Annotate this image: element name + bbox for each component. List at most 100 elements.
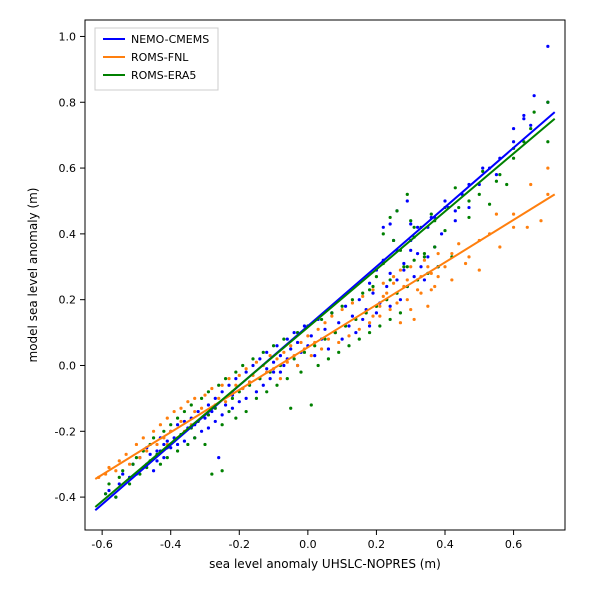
scatter-point (457, 242, 460, 245)
scatter-point (155, 443, 158, 446)
scatter-point (179, 407, 182, 410)
scatter-point (296, 341, 299, 344)
y-tick-label: 0.6 (59, 162, 77, 175)
scatter-point (286, 377, 289, 380)
scatter-point (107, 482, 110, 485)
scatter-point (450, 252, 453, 255)
scatter-point (214, 397, 217, 400)
scatter-point (234, 377, 237, 380)
x-tick-label: -0.6 (91, 538, 112, 551)
scatter-point (282, 338, 285, 341)
scatter-point (368, 321, 371, 324)
scatter-point (347, 324, 350, 327)
scatter-point (430, 213, 433, 216)
scatter-point (419, 291, 422, 294)
scatter-point (289, 407, 292, 410)
scatter-point (104, 492, 107, 495)
scatter-point (197, 410, 200, 413)
scatter-point (169, 423, 172, 426)
scatter-point (193, 410, 196, 413)
scatter-point (423, 259, 426, 262)
scatter-point (162, 430, 165, 433)
scatter-point (330, 315, 333, 318)
scatter-point (526, 226, 529, 229)
scatter-point (341, 338, 344, 341)
scatter-point (255, 397, 258, 400)
scatter-point (227, 384, 230, 387)
scatter-point (279, 377, 282, 380)
scatter-point (512, 157, 515, 160)
scatter-point (437, 275, 440, 278)
scatter-point (272, 370, 275, 373)
scatter-point (533, 94, 536, 97)
scatter-point (275, 384, 278, 387)
scatter-point (423, 252, 426, 255)
scatter-point (399, 268, 402, 271)
legend-label: ROMS-ERA5 (131, 69, 196, 82)
scatter-chart: -0.6-0.4-0.20.00.20.40.6-0.4-0.20.00.20.… (0, 0, 600, 600)
scatter-point (320, 318, 323, 321)
scatter-point (399, 321, 402, 324)
scatter-point (221, 413, 224, 416)
y-axis-label: model sea level anomaly (m) (26, 188, 40, 363)
scatter-point (361, 291, 364, 294)
scatter-point (416, 252, 419, 255)
scatter-point (224, 377, 227, 380)
scatter-point (210, 472, 213, 475)
scatter-point (389, 272, 392, 275)
scatter-point (426, 265, 429, 268)
scatter-point (406, 278, 409, 281)
scatter-point (217, 456, 220, 459)
scatter-point (457, 206, 460, 209)
scatter-point (344, 305, 347, 308)
scatter-point (183, 440, 186, 443)
scatter-point (395, 278, 398, 281)
scatter-point (234, 417, 237, 420)
scatter-point (121, 472, 124, 475)
scatter-point (262, 384, 265, 387)
scatter-point (406, 265, 409, 268)
scatter-point (193, 397, 196, 400)
scatter-point (135, 456, 138, 459)
scatter-point (234, 370, 237, 373)
scatter-point (413, 275, 416, 278)
scatter-point (495, 180, 498, 183)
scatter-point (443, 229, 446, 232)
scatter-point (138, 456, 141, 459)
scatter-point (337, 351, 340, 354)
scatter-point (310, 403, 313, 406)
y-tick-label: -0.4 (55, 491, 76, 504)
scatter-point (245, 397, 248, 400)
scatter-point (419, 265, 422, 268)
scatter-point (176, 423, 179, 426)
scatter-point (423, 255, 426, 258)
scatter-point (207, 403, 210, 406)
scatter-point (358, 328, 361, 331)
scatter-point (293, 357, 296, 360)
scatter-point (272, 344, 275, 347)
scatter-point (210, 387, 213, 390)
scatter-point (368, 288, 371, 291)
scatter-point (495, 173, 498, 176)
scatter-point (385, 285, 388, 288)
y-tick-label: 0.8 (59, 96, 77, 109)
x-tick-label: 0.4 (436, 538, 454, 551)
scatter-point (341, 308, 344, 311)
chart-container: -0.6-0.4-0.20.00.20.40.6-0.4-0.20.00.20.… (0, 0, 600, 600)
scatter-point (426, 255, 429, 258)
scatter-point (402, 265, 405, 268)
scatter-point (454, 219, 457, 222)
scatter-point (389, 305, 392, 308)
scatter-point (255, 361, 258, 364)
scatter-point (221, 390, 224, 393)
scatter-point (409, 265, 412, 268)
scatter-point (529, 183, 532, 186)
scatter-point (203, 443, 206, 446)
scatter-point (512, 213, 515, 216)
scatter-point (251, 364, 254, 367)
scatter-point (450, 278, 453, 281)
scatter-point (245, 370, 248, 373)
scatter-point (488, 203, 491, 206)
scatter-point (433, 245, 436, 248)
scatter-point (406, 199, 409, 202)
